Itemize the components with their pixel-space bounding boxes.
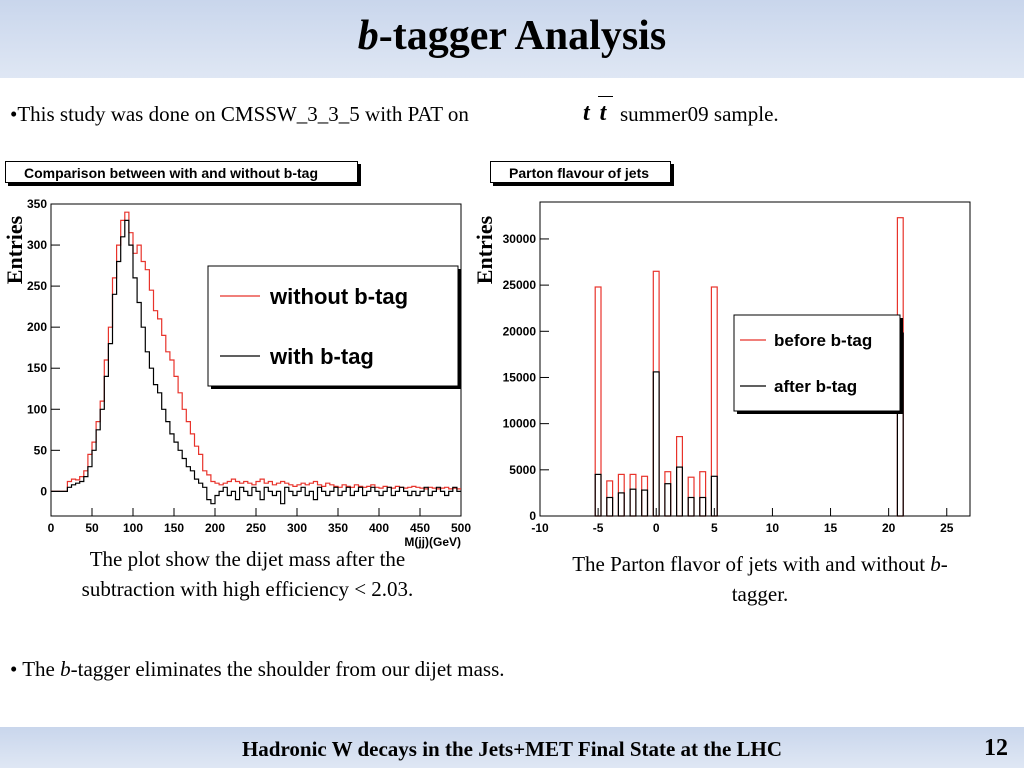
y-tick-label: 5000: [509, 463, 536, 477]
bar-after-b-tag: [641, 489, 649, 517]
legend-box: [733, 314, 901, 412]
legend-label: after b-tag: [774, 377, 857, 396]
histogram-without-b-tag: [51, 211, 461, 492]
bar-after-b-tag: [687, 496, 695, 517]
x-tick-label: 350: [328, 521, 348, 535]
bullet-1-text: •This study was done on CMSSW_3_3_5 with…: [10, 102, 469, 126]
x-tick-label: 0: [653, 521, 660, 535]
legend-label: without b-tag: [269, 284, 408, 309]
x-tick-label: 500: [451, 521, 471, 535]
bullet-2-text: • The: [10, 657, 61, 681]
y-tick-label: 150: [27, 361, 47, 375]
bar-after-b-tag: [629, 488, 637, 517]
x-tick-label: -5: [593, 521, 604, 535]
y-axis-label: Entries: [472, 215, 497, 284]
x-tick-label: 0: [48, 521, 55, 535]
x-tick-label: 20: [882, 521, 896, 535]
bullet-2-suffix: -tagger eliminates the shoulder from our…: [70, 657, 505, 681]
y-tick-label: 300: [27, 238, 47, 252]
legend-box: [207, 265, 459, 387]
caption-right: The Parton flavor of jets with and witho…: [570, 549, 950, 609]
y-tick-label: 0: [529, 509, 536, 523]
x-tick-label: 50: [85, 521, 99, 535]
dijet-mass-chart: 0 50 100 150 200 250 300 350 400 450 500 0 50 100 150 2…: [2, 197, 471, 549]
caption-right-suffix: -tagger.: [731, 552, 948, 606]
bar-after-b-tag: [710, 475, 718, 517]
page-number: 12: [984, 735, 1008, 761]
bar-after-b-tag: [606, 496, 614, 517]
caption-left: The plot show the dijet mass after the s…: [81, 547, 414, 601]
y-tick-label: 15000: [503, 370, 537, 384]
legend-label: before b-tag: [774, 331, 872, 350]
x-tick-label: 450: [410, 521, 430, 535]
title-bar: [0, 0, 1024, 78]
histogram-with-b-tag: [51, 219, 461, 505]
bar-after-b-tag: [664, 483, 672, 517]
y-tick-label: 0: [40, 484, 47, 498]
x-tick-label: -10: [531, 521, 549, 535]
x-tick-label: 200: [205, 521, 225, 535]
y-tick-label: 100: [27, 402, 47, 416]
y-tick-label: 10000: [503, 417, 537, 431]
left-chart-title: Comparison between with and without b-ta…: [5, 161, 358, 183]
slide-title: b-tagger Analysis: [0, 12, 1024, 60]
x-tick-label: 10: [766, 521, 780, 535]
y-axis-label: Entries: [2, 215, 27, 284]
x-tick-label: 5: [711, 521, 718, 535]
y-tick-label: 250: [27, 279, 47, 293]
y-tick-label: 50: [34, 443, 48, 457]
title-italic: b: [357, 13, 379, 59]
bar-after-b-tag: [652, 371, 660, 517]
x-tick-label: 15: [824, 521, 838, 535]
tt-overbar: [598, 96, 613, 97]
bullet-1-suffix: summer09 sample.: [620, 102, 779, 126]
y-tick-label: 30000: [503, 232, 537, 246]
x-tick-label: 150: [164, 521, 184, 535]
footer-bar: [0, 727, 1024, 768]
bullet-2: • The b-tagger eliminates the shoulder f…: [10, 657, 505, 682]
legend-label: with b-tag: [269, 344, 374, 369]
bar-after-b-tag: [676, 466, 684, 517]
y-tick-label: 200: [27, 320, 47, 334]
footer-text: Hadronic W decays in the Jets+MET Final …: [241, 737, 783, 761]
x-tick-label: 400: [369, 521, 389, 535]
x-tick-label: 250: [246, 521, 266, 535]
caption-right-italic: b: [930, 552, 941, 576]
caption-right-text: The Parton flavor of jets with and witho…: [572, 552, 931, 576]
parton-flavour-chart: -10 -5 0 5 10 15 20 25 0 5000 10000 15000 20000 25000…: [472, 201, 971, 535]
x-tick-label: 100: [123, 521, 143, 535]
title-rest: -tagger Analysis: [378, 13, 667, 59]
tt-symbol: t t: [583, 100, 609, 126]
bar-after-b-tag: [617, 492, 625, 517]
bullet-2-italic: b: [60, 657, 71, 681]
x-tick-label: 300: [287, 521, 307, 535]
x-tick-label: 25: [940, 521, 954, 535]
y-tick-label: 20000: [503, 324, 537, 338]
bar-after-b-tag: [699, 496, 707, 517]
x-axis-label: M(jj)(GeV): [404, 535, 461, 549]
y-tick-label: 350: [27, 197, 47, 211]
y-tick-label: 25000: [503, 278, 537, 292]
right-chart-title: Parton flavour of jets: [490, 161, 671, 183]
bar-after-b-tag: [594, 473, 602, 517]
